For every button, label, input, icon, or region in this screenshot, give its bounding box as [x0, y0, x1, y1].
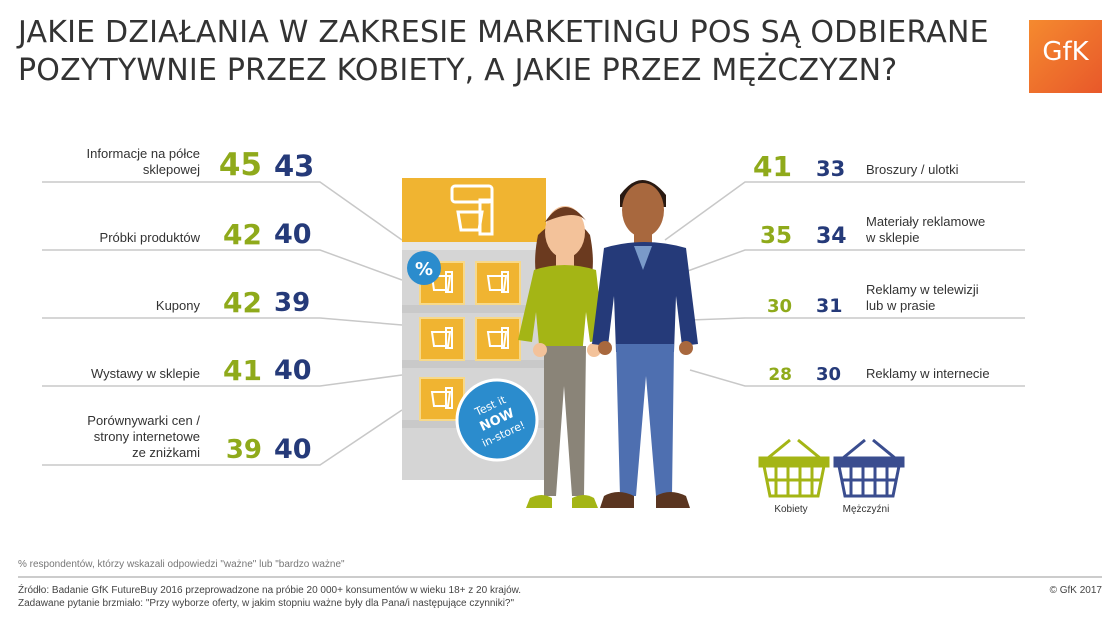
- women-value: 42: [223, 286, 262, 319]
- label-line: w sklepie: [866, 230, 920, 245]
- page-title: JAKIE DZIAŁANIA W ZAKRESIE MARKETINGU PO…: [18, 14, 1008, 90]
- right-item-label: Reklamy w internecie: [866, 366, 1026, 382]
- woman-figure: [518, 206, 604, 508]
- left-item-label: Porównywarki cen / strony internetowe ze z…: [30, 413, 200, 461]
- label-line: Reklamy w telewizji: [866, 282, 979, 297]
- women-value: 42: [223, 218, 262, 251]
- women-value: 35: [759, 223, 792, 249]
- men-value: 33: [816, 157, 846, 181]
- test-badge: [455, 378, 539, 462]
- basket-women-icon: [758, 438, 830, 498]
- men-value: 43: [274, 149, 315, 183]
- label-line: Materiały reklamowe: [866, 214, 986, 229]
- men-value: 30: [816, 364, 842, 385]
- right-item-label: Reklamy w telewizji lub w prasie: [866, 282, 1026, 314]
- title-line-2: POZYTYWNIE PRZEZ KOBIETY, A JAKIE PRZEZ …: [18, 53, 898, 88]
- title-line-1: JAKIE DZIAŁANIA W ZAKRESIE MARKETINGU PO…: [18, 15, 989, 50]
- percent-tag: [407, 251, 441, 285]
- women-value: 45: [218, 147, 262, 183]
- gfk-logo: GfK: [1029, 20, 1102, 93]
- label-line: Porównywarki cen /: [87, 413, 200, 428]
- women-value: 30: [766, 296, 792, 317]
- legend-men: Mężczyźni: [842, 504, 890, 515]
- source: Źródło: Badanie GfK FutureBuy 2016 przep…: [18, 585, 522, 596]
- left-item-label: Kupony: [30, 298, 200, 314]
- basket-men-icon: [833, 438, 905, 498]
- label-line: Reklamy w internecie: [866, 366, 990, 381]
- women-value: 39: [225, 435, 262, 465]
- left-item-label: Próbki produktów: [30, 230, 200, 246]
- gfk-logo-text: GfK: [1042, 37, 1089, 67]
- percent-tag-text: %: [415, 259, 433, 280]
- left-item-label: Wystawy w sklepie: [30, 366, 200, 382]
- mixer-icon: [450, 184, 494, 236]
- legend-women: Kobiety: [774, 504, 808, 515]
- connector-lines: [42, 181, 1025, 466]
- label-line: Kupony: [155, 298, 200, 313]
- men-value: 40: [274, 355, 312, 386]
- right-item-label: Materiały reklamowe w sklepie: [866, 214, 1026, 246]
- left-item-label: Informacje na półce sklepowej: [30, 146, 200, 178]
- label-line: strony internetowe: [93, 429, 200, 444]
- men-value: 31: [816, 295, 843, 317]
- men-value: 40: [274, 219, 312, 250]
- label-line: lub w prasie: [866, 298, 936, 313]
- store-display: % Test it NOW in-store!: [402, 178, 546, 480]
- right-item-label: Broszury / ulotki: [866, 162, 1026, 178]
- label-line: Broszury / ulotki: [866, 162, 959, 177]
- note: % respondentów, którzy wskazali odpowied…: [18, 559, 345, 570]
- women-value: 41: [223, 354, 262, 387]
- label-line: ze zniżkami: [132, 445, 200, 460]
- label-line: Wystawy w sklepie: [91, 366, 200, 381]
- label-line: Próbki produktów: [99, 230, 200, 245]
- label-line: Informacje na półce: [86, 146, 200, 161]
- men-value: 34: [816, 224, 847, 249]
- women-value: 41: [753, 150, 792, 183]
- man-figure: [592, 180, 698, 508]
- copyright: © GfK 2017: [1049, 585, 1102, 596]
- men-value: 39: [274, 288, 311, 318]
- men-value: 40: [274, 434, 312, 465]
- label-line: sklepowej: [142, 162, 200, 177]
- question: Zadawane pytanie brzmiało: "Przy wyborze…: [18, 598, 515, 609]
- women-value: 28: [768, 365, 792, 385]
